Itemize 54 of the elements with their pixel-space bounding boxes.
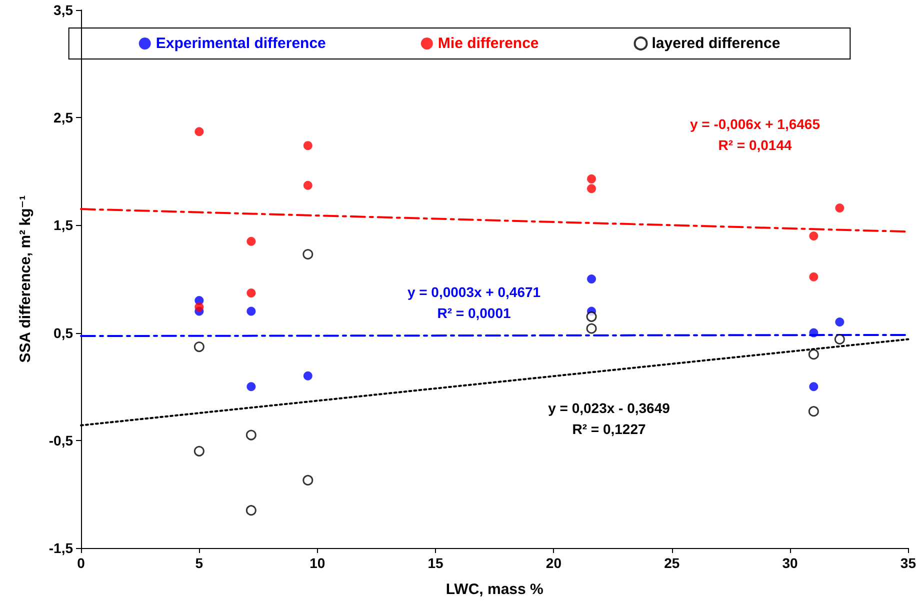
annotation: R² = 0,0001 [437,305,511,321]
point [809,231,818,240]
point [809,382,818,392]
point [246,306,256,316]
point [302,249,314,260]
legend-label: Mie difference [438,35,539,52]
point [809,272,818,282]
point [246,236,256,246]
point [587,174,596,184]
point [834,334,845,345]
x-tick-label: 35 [900,555,916,571]
point [303,180,312,190]
point [246,430,256,440]
y-tick-label: 2,5 [54,110,74,126]
x-tick-label: 10 [310,555,326,571]
point [586,323,597,334]
y-tick-label: -1,5 [48,540,74,556]
annotation: R² = 0,1227 [572,421,646,437]
point [246,382,256,392]
x-tick-label: 20 [546,555,562,571]
point [194,342,204,352]
point [194,302,204,312]
legend-label: Experimental difference [156,35,326,52]
x-tick-label: 15 [428,555,444,571]
x-tick-label: 30 [782,555,798,571]
annotation: y = -0,006x + 1,6465 [690,116,820,132]
point [302,474,314,486]
point [587,274,596,284]
y-tick-label: 1,5 [54,217,74,234]
point [194,127,204,136]
point [587,184,596,194]
point [246,505,256,516]
y-tick-label: 0,5 [54,324,74,341]
legend-label: layered difference [652,35,780,52]
point [809,328,818,338]
point [303,141,312,150]
annotation: y = 0,0003x + 0,4671 [407,284,541,300]
annotation: y = 0,023x - 0,3649 [548,400,670,416]
point [194,446,204,456]
y-tick-label: -0,5 [48,432,74,448]
point [303,371,312,380]
annotation: R² = 0,0144 [718,137,792,153]
x-tick-label: 0 [77,555,86,571]
x-tick-label: 25 [664,555,680,571]
x-tick-label: 5 [195,555,204,571]
point [808,406,819,417]
x-axis-title: LWC, mass % [446,581,544,598]
point [835,203,844,212]
point [586,311,597,322]
y-tick-label: 3,5 [54,2,74,18]
point [835,318,844,327]
point [246,288,256,298]
y-axis-title: SSA difference, m² kg⁻¹ [17,195,34,363]
point [808,349,819,360]
